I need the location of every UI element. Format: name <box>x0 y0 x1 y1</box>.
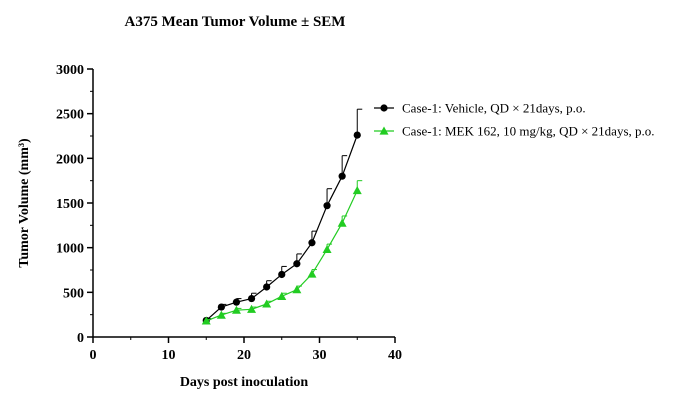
y-tick-label: 2500 <box>56 108 84 123</box>
data-point <box>322 244 332 254</box>
x-tick-label: 30 <box>313 348 327 363</box>
legend-item: Case-1: MEK 162, 10 mg/kg, QD × 21days, … <box>374 124 655 139</box>
series-1 <box>202 108 363 325</box>
data-point <box>308 239 316 247</box>
axes <box>92 69 395 338</box>
y-tick-label: 1000 <box>56 242 84 257</box>
series-layer <box>201 108 363 325</box>
data-point <box>307 269 317 278</box>
data-point <box>201 316 211 325</box>
data-point <box>247 294 256 303</box>
y-tick-label: 3000 <box>56 63 84 78</box>
data-point <box>353 131 361 139</box>
x-tick-label: 0 <box>90 348 97 363</box>
data-point <box>262 299 272 308</box>
chart-title: A375 Mean Tumor Volume ± SEM <box>125 14 346 30</box>
x-ticks: 0 10 20 30 40 <box>90 337 402 363</box>
data-point <box>337 218 347 227</box>
x-tick-label: 40 <box>388 348 402 363</box>
legend: Case-1: Vehicle, QD × 21days, p.o. Case-1… <box>374 101 655 139</box>
legend-marker <box>380 104 388 112</box>
data-point <box>217 303 225 311</box>
legend-item: Case-1: Vehicle, QD × 21days, p.o. <box>374 101 586 116</box>
y-tick-label: 500 <box>63 286 84 301</box>
legend-label: Case-1: Vehicle, QD × 21days, p.o. <box>402 101 586 116</box>
y-ticks: 0 500 1000 1500 2000 2500 3000 <box>56 63 93 346</box>
data-point <box>263 283 271 291</box>
data-point <box>292 285 302 294</box>
x-tick-label: 10 <box>162 348 176 363</box>
y-axis-label: Tumor Volume (mm³) <box>17 138 32 268</box>
x-axis-label: Days post inoculation <box>180 375 309 390</box>
y-tick-label: 0 <box>77 331 84 346</box>
data-point <box>231 305 241 314</box>
data-point <box>216 310 226 319</box>
data-point <box>323 202 331 210</box>
x-tick-label: 20 <box>237 348 251 363</box>
data-point <box>277 291 287 300</box>
data-point <box>338 172 346 180</box>
series-2 <box>201 180 363 325</box>
data-point <box>293 260 301 268</box>
data-point <box>247 304 257 313</box>
series-line <box>206 190 358 322</box>
legend-label: Case-1: MEK 162, 10 mg/kg, QD × 21days, … <box>402 124 655 139</box>
legend-marker <box>379 126 389 135</box>
y-tick-label: 2000 <box>56 152 84 167</box>
data-point <box>278 270 286 279</box>
data-point <box>352 185 362 195</box>
y-tick-label: 1500 <box>56 197 84 212</box>
data-point <box>232 298 241 306</box>
